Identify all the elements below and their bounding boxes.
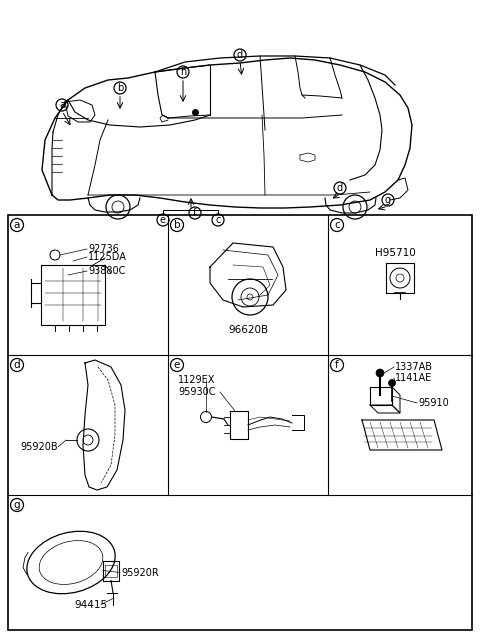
Circle shape [388, 380, 396, 387]
Text: 1129EX: 1129EX [178, 375, 216, 385]
Text: c: c [216, 215, 221, 225]
Text: h: h [180, 67, 186, 77]
Text: 92736: 92736 [88, 244, 119, 254]
Circle shape [376, 369, 384, 377]
Text: d: d [337, 183, 343, 193]
Text: 1125DA: 1125DA [88, 252, 127, 262]
Text: e: e [160, 215, 166, 225]
Text: 95930C: 95930C [178, 387, 216, 397]
Text: g: g [385, 195, 391, 205]
Text: e: e [174, 360, 180, 370]
Text: d: d [237, 50, 243, 60]
Text: a: a [14, 220, 20, 230]
Text: 95920R: 95920R [121, 567, 159, 578]
Text: 1337AB: 1337AB [395, 362, 433, 372]
Text: g: g [14, 500, 20, 510]
Text: 93880C: 93880C [88, 266, 125, 276]
Text: b: b [117, 83, 123, 93]
Bar [8, 215, 472, 630]
Text: d: d [14, 360, 20, 370]
Text: f: f [193, 208, 197, 218]
Text: 96620B: 96620B [228, 325, 268, 335]
Text: 1141AE: 1141AE [395, 373, 432, 383]
Text: b: b [174, 220, 180, 230]
Text: 94415: 94415 [74, 600, 108, 609]
Text: H95710: H95710 [374, 248, 415, 258]
Text: 95920B: 95920B [20, 442, 58, 452]
Text: a: a [59, 100, 65, 110]
Text: 95910: 95910 [418, 398, 449, 408]
Text: f: f [335, 360, 339, 370]
Text: c: c [334, 220, 340, 230]
